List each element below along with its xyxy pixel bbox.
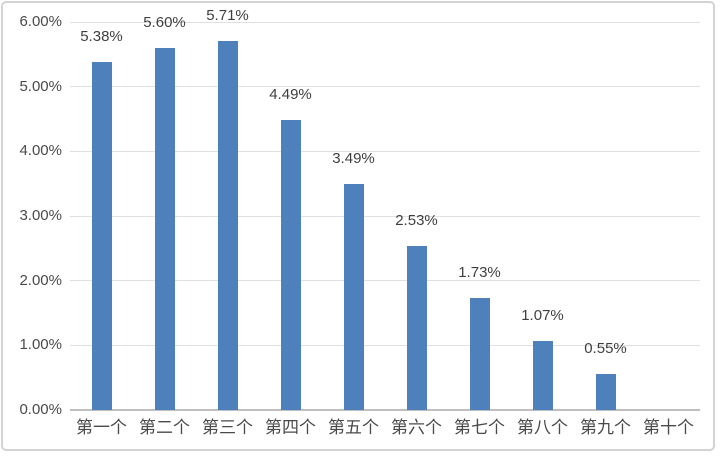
bar-data-label: 5.71%: [206, 6, 249, 24]
bar-data-label: 5.60%: [143, 13, 186, 31]
y-axis-tick-label: 5.00%: [19, 77, 62, 95]
gridline: [70, 280, 700, 282]
x-axis-category-label: 第四个: [265, 418, 316, 437]
bar[interactable]: [532, 340, 553, 410]
x-axis-category-label: 第八个: [517, 418, 568, 437]
bar[interactable]: [154, 47, 175, 410]
bar[interactable]: [469, 298, 490, 410]
bar[interactable]: [595, 374, 616, 410]
x-axis-category-label: 第二个: [139, 418, 190, 437]
bar[interactable]: [406, 246, 427, 410]
y-axis-tick-label: 2.00%: [19, 271, 62, 289]
y-axis-tick-label: 1.00%: [19, 336, 62, 354]
bar-data-label: 3.49%: [332, 150, 375, 168]
x-axis-category-label: 第三个: [202, 418, 253, 437]
x-axis-category-label: 第六个: [391, 418, 442, 437]
gridline: [70, 86, 700, 88]
x-axis-category-label: 第九个: [580, 418, 631, 437]
x-axis-category-label: 第一个: [76, 418, 127, 437]
y-axis-tick-label: 3.00%: [19, 207, 62, 224]
gridline: [70, 150, 700, 152]
bar[interactable]: [343, 184, 364, 410]
bar-data-label: 1.73%: [458, 264, 501, 282]
gridline: [70, 344, 700, 346]
gridline: [70, 21, 700, 23]
gridline: [70, 215, 700, 217]
x-axis-category-label: 第七个: [454, 418, 505, 437]
bar-data-label: 5.38%: [80, 28, 123, 46]
x-axis-category-label: 第五个: [328, 418, 379, 437]
y-axis-tick-label: 0.00%: [19, 401, 62, 418]
bar-data-label: 2.53%: [395, 212, 438, 230]
bar-data-label: 0.55%: [584, 340, 627, 358]
x-axis-line: [70, 409, 700, 411]
bar[interactable]: [280, 119, 301, 410]
bar[interactable]: [91, 62, 112, 410]
y-axis-tick-label: 4.00%: [19, 142, 62, 160]
bar[interactable]: [217, 40, 238, 410]
bar-data-label: 1.07%: [521, 306, 564, 324]
x-axis-category-label: 第十个: [643, 418, 694, 437]
bar-data-label: 4.49%: [269, 85, 312, 103]
y-axis-tick-label: 6.00%: [19, 13, 62, 30]
